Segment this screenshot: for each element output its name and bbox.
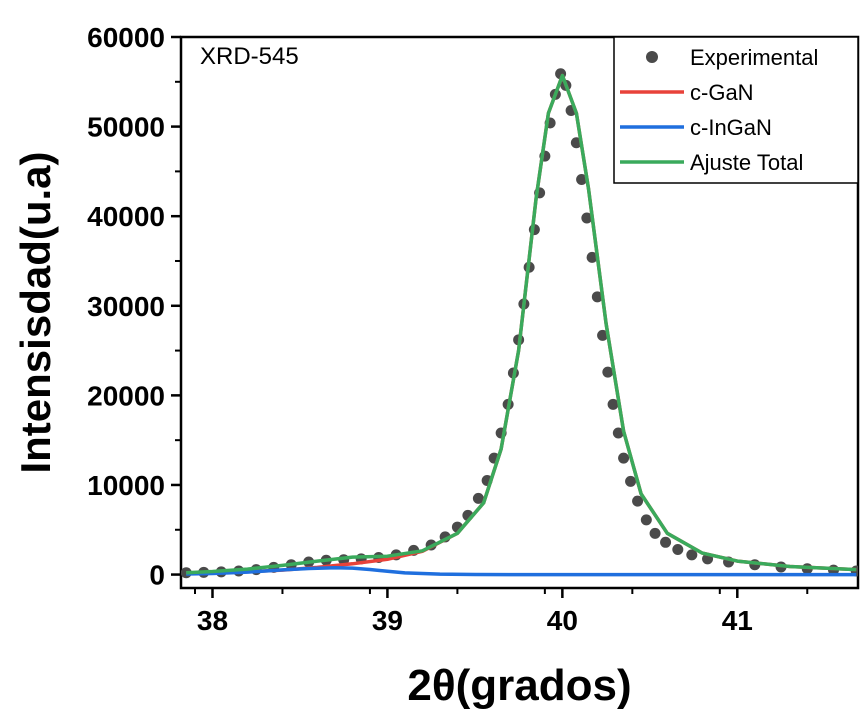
y-tick-label: 0 <box>149 560 165 591</box>
y-tick-label: 60000 <box>87 22 165 53</box>
sample-annotation: XRD-545 <box>200 43 299 70</box>
legend-marker <box>646 51 658 63</box>
data-point <box>597 329 609 341</box>
data-point <box>586 251 598 263</box>
data-point <box>612 427 624 439</box>
x-tick-label: 39 <box>372 605 403 636</box>
data-point <box>649 527 661 539</box>
y-axis-title: Intensisdad(u.a) <box>12 151 59 473</box>
y-tick-label: 30000 <box>87 291 165 322</box>
data-point <box>607 398 619 410</box>
x-tick-label: 41 <box>722 605 753 636</box>
y-tick-label: 20000 <box>87 380 165 411</box>
series-c-ingan <box>186 566 857 577</box>
data-point <box>632 495 644 507</box>
data-point <box>472 492 484 504</box>
data-point <box>618 452 630 464</box>
legend-label: Ajuste Total <box>690 150 803 175</box>
y-tick-label: 40000 <box>87 201 165 232</box>
data-point <box>660 536 672 548</box>
legend-label: c-InGaN <box>690 115 772 140</box>
data-point <box>602 366 614 378</box>
x-tick-label: 38 <box>197 605 228 636</box>
legend: Experimental c-GaN c-InGaN Ajuste Total <box>613 36 859 184</box>
data-point <box>576 173 588 185</box>
series-line <box>186 566 857 577</box>
series-line <box>186 73 857 575</box>
legend-label: Experimental <box>690 45 818 70</box>
data-point <box>625 475 637 487</box>
data-point <box>591 291 603 303</box>
data-point <box>686 549 698 561</box>
data-point <box>640 514 652 526</box>
series-ajuste-total <box>186 73 857 575</box>
x-axis-title: 2θ(grados) <box>407 661 631 710</box>
data-point <box>672 543 684 555</box>
y-tick-label: 50000 <box>87 112 165 143</box>
y-tick-label: 10000 <box>87 470 165 501</box>
plot-frame <box>179 35 860 590</box>
legend-label: c-GaN <box>690 80 754 105</box>
x-tick-label: 40 <box>547 605 578 636</box>
data-point <box>581 212 593 224</box>
